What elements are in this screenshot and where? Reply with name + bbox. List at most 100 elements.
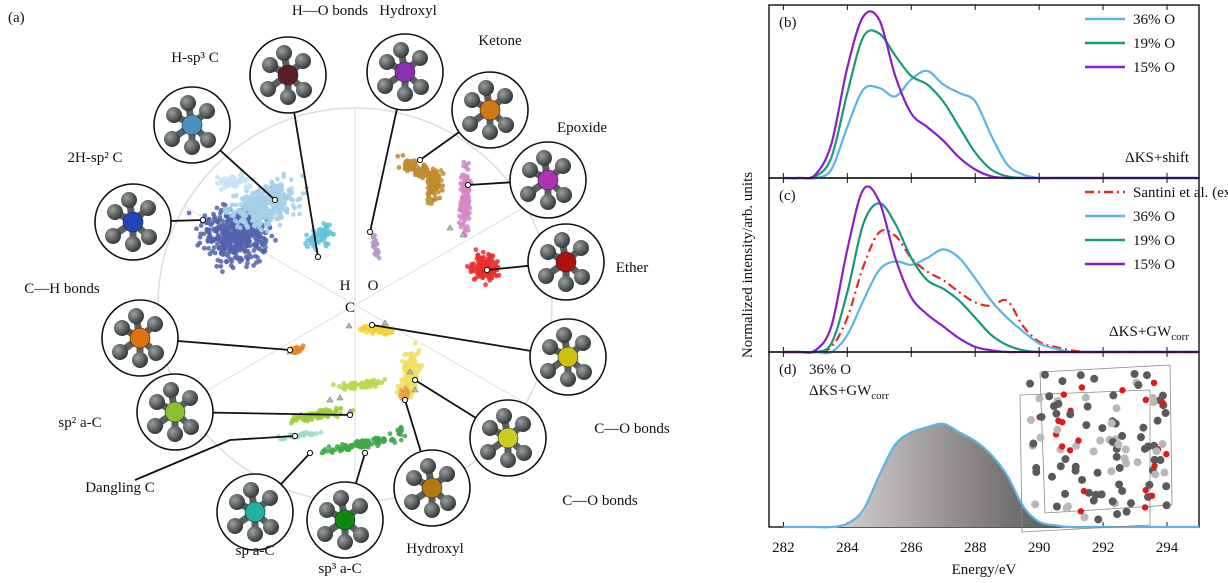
map-dot [272, 192, 277, 197]
atom [575, 335, 591, 351]
atom [317, 526, 333, 542]
map-dot [271, 207, 276, 212]
map-dot [215, 181, 220, 186]
map-dot [269, 234, 274, 239]
inset-label: H-sp³ C [171, 50, 218, 66]
atom [167, 426, 183, 442]
map-dot [215, 258, 220, 263]
anchor-dot [292, 433, 297, 438]
map-dot [469, 262, 474, 267]
annotation: ΔKS+shift [1125, 150, 1190, 166]
map-dot [433, 172, 438, 177]
center-label: C [345, 300, 355, 316]
atom [439, 466, 455, 482]
map-dot [437, 195, 442, 200]
map-dot [459, 175, 464, 180]
map-dot [399, 438, 404, 443]
atom [462, 116, 478, 132]
atom [536, 150, 552, 166]
inset-label: sp a-C [236, 543, 275, 559]
atom [424, 502, 440, 518]
structure-atom [1159, 400, 1165, 406]
map-dot [244, 184, 249, 189]
panel-label: (b) [779, 15, 797, 31]
map-dot [248, 205, 253, 210]
atom-highlight [558, 347, 578, 367]
map-dot [474, 256, 479, 261]
map-dot [218, 211, 223, 216]
atom [555, 158, 571, 174]
structure-atom [1098, 490, 1106, 498]
map-dot [399, 377, 404, 382]
atom [276, 45, 292, 61]
map-dot [237, 178, 242, 183]
atom [440, 495, 456, 511]
map-dot [428, 187, 433, 192]
atom [125, 236, 141, 252]
map-dot [402, 369, 407, 374]
atom [295, 53, 311, 69]
map-dot [226, 222, 231, 227]
inset-label: H—O bonds [292, 3, 368, 19]
structure-atom [1061, 391, 1067, 397]
structure-atom [1096, 437, 1104, 445]
map-dot [397, 165, 402, 170]
structure-atom [1131, 370, 1139, 378]
x-tick-label: 288 [964, 540, 987, 556]
atom [500, 452, 516, 468]
structure-atom [1058, 377, 1066, 385]
atom [520, 186, 536, 202]
inset-label: Hydroxyl [406, 541, 464, 557]
map-dot [207, 227, 212, 232]
annotation-sub: corr [871, 390, 889, 402]
atom [420, 458, 436, 474]
connector [281, 453, 310, 484]
structure-atom [1134, 458, 1142, 466]
anchor-dot [412, 377, 417, 382]
atom [229, 494, 245, 510]
atom [107, 204, 123, 220]
structure-atom [1163, 451, 1169, 457]
map-dot [233, 234, 238, 239]
atom [183, 419, 199, 435]
atom [163, 382, 179, 398]
structure-atom [1094, 515, 1102, 523]
atom-highlight [538, 170, 558, 190]
structure-atom [1026, 380, 1034, 388]
map-dot [226, 254, 231, 259]
inset-label: 2H-sp² C [68, 150, 123, 166]
map-dot [301, 191, 306, 196]
map-dot [310, 431, 315, 436]
structure-atom [1119, 387, 1125, 393]
map-dot [224, 260, 229, 265]
map-dot [242, 195, 247, 200]
structure-atom [1052, 410, 1060, 418]
map-dot [414, 367, 419, 372]
map-dot [214, 218, 219, 223]
anchor-dot [315, 254, 320, 259]
map-dot [198, 231, 203, 236]
structure-atom [1144, 443, 1152, 451]
structure-atom [1162, 482, 1170, 490]
map-dot [211, 212, 216, 217]
connector [370, 109, 397, 232]
map-dot [338, 406, 343, 411]
map-dot [439, 168, 444, 173]
map-dot [187, 211, 192, 216]
map-dot [235, 244, 240, 249]
structure-atom [1159, 440, 1167, 448]
map-dot [405, 364, 410, 369]
anchor-dot [362, 450, 367, 455]
structure-atom [1045, 392, 1053, 400]
connector [372, 325, 530, 351]
map-dot [297, 204, 302, 209]
map-dot [473, 247, 478, 252]
structure-atom [1113, 510, 1121, 518]
atom [199, 103, 215, 119]
marker-triangle [337, 395, 343, 400]
atom [406, 470, 422, 486]
map-dot [380, 439, 385, 444]
panel: (b)36% O19% O15% OΔKS+shift [769, 5, 1199, 179]
atom [180, 95, 196, 111]
map-dot [230, 249, 235, 254]
